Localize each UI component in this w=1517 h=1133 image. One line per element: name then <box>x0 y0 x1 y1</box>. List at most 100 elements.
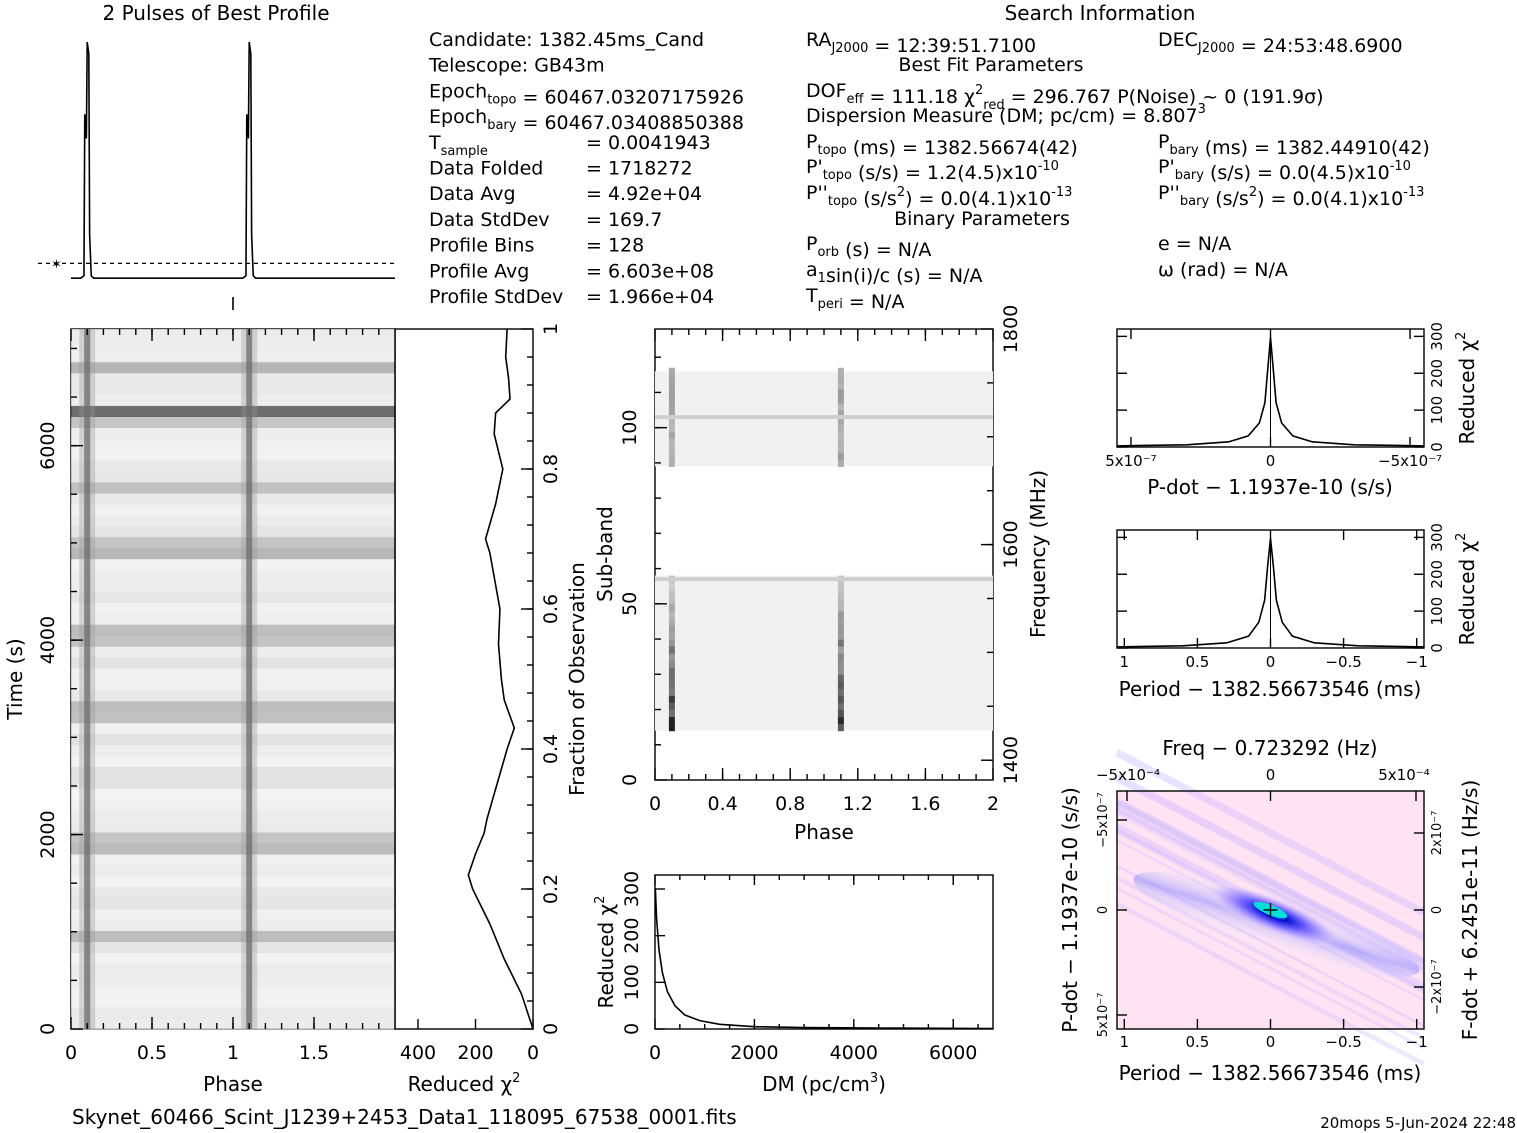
pdot_chi-ytick-label: 0 <box>1428 442 1446 452</box>
subband-y2tick-label: 1600 <box>1000 520 1022 568</box>
subband-pulse-cell <box>837 688 844 696</box>
pdot_chi-ylabel: Reduced χ2 <box>1454 332 1479 445</box>
time-phase-row <box>71 438 395 450</box>
subband-pulse-cell <box>668 410 675 418</box>
pdot_chi-xtick-label: −5x10⁻⁷ <box>1378 452 1442 470</box>
subband-pulse-cell <box>668 639 675 647</box>
subband-pulse-cell <box>668 681 675 689</box>
time-phase-row <box>71 832 395 844</box>
profile-line <box>71 41 395 279</box>
time-phase-row <box>71 996 395 1008</box>
info-left-value: = 128 <box>586 235 644 257</box>
dm-chi-frame <box>654 874 994 1030</box>
time-phase-row <box>71 1007 395 1019</box>
time-phase-row <box>71 854 395 866</box>
time-phase-row <box>71 591 395 603</box>
subband-pulse-cell <box>837 388 844 397</box>
p-pdot-title: Freq − 0.723292 (Hz) <box>1162 736 1377 760</box>
time-phase-ylabel: Time (s) <box>3 638 27 720</box>
dm-chi-xlabel: DM (pc/cm3) <box>762 1071 886 1096</box>
subband-pulse-cell <box>668 674 675 682</box>
period_chi-xtick-label: 1 <box>1120 653 1130 671</box>
subband-pulse-cell <box>837 709 844 718</box>
subband-pulse-cell <box>837 445 844 453</box>
subband-pulse-cell <box>668 723 675 732</box>
time-phase-row <box>71 810 395 822</box>
subband-pulse-cell <box>668 589 675 598</box>
p-pdot-ytick-label: 0 <box>1096 906 1111 914</box>
info-left-value: = 6.603e+08 <box>586 260 714 282</box>
subband-pulse-cell <box>668 417 675 425</box>
p-pdot-ylabel: P-dot − 1.1937e-10 (s/s) <box>1058 787 1082 1033</box>
time-phase-row <box>71 339 395 352</box>
subband-pulse-cell <box>837 596 844 605</box>
subband-xlabel: Phase <box>794 820 854 844</box>
p-pdot-ytick-label: −5x10⁻⁷ <box>1096 792 1111 847</box>
subband-chart: 0 0.4 0.8 1.2 1.6 2 0 50 100 1400 1600 1800 Phase Sub… <box>593 305 1050 844</box>
time-phase-row <box>71 985 395 997</box>
p-pdot-x2tick-label: −5x10⁻⁴ <box>1096 766 1160 784</box>
info-dof: DOFeff = 111.18 χ2red = 296.767 P(Noise)… <box>806 80 1324 113</box>
time-chi-line <box>467 328 534 1030</box>
time-chi-xtick-label: 400 <box>400 1042 436 1064</box>
time-phase-row <box>71 416 395 428</box>
time-phase-row <box>71 569 395 582</box>
dm-chi-line <box>654 888 994 1030</box>
time-chi-ytick-label: 1 <box>540 323 562 335</box>
time-phase-row <box>71 974 395 986</box>
time-phase-row <box>71 361 395 374</box>
p-pdot-streak <box>1116 799 1425 962</box>
time-phase-row <box>71 394 395 407</box>
time-phase-row <box>71 514 395 527</box>
p-pdot-xtick-label: −0.5 <box>1325 1033 1361 1051</box>
profile-title: 2 Pulses of Best Profile <box>103 1 330 25</box>
subband-pulse-cell <box>837 381 844 390</box>
time-phase-row <box>71 558 395 571</box>
time-phase-row <box>71 372 395 385</box>
time-chi-ytick-label: 0.2 <box>540 874 562 904</box>
info-left-row: Data StdDev <box>429 209 550 231</box>
time-phase-row <box>71 405 395 417</box>
subband-pulse-cell <box>668 709 675 718</box>
time-phase-row <box>71 427 395 439</box>
subband-pulse-cell <box>837 582 844 591</box>
subband-pulse-cell <box>837 723 844 732</box>
time-phase-row <box>71 679 395 691</box>
dm-chi-ytick-label: 200 <box>621 918 643 954</box>
period_chi-ytick-label: 200 <box>1428 560 1446 589</box>
subband-pulse-cell <box>668 367 675 376</box>
profile-chart: ✶ <box>38 41 395 310</box>
time-phase-row <box>71 919 395 932</box>
info-omega: ω (rad) = N/A <box>1158 259 1288 281</box>
time-chi-ytick-label: 0.4 <box>540 734 562 764</box>
subband-pulse-cell <box>837 402 844 411</box>
subband-pulse-cell <box>837 367 844 376</box>
info-left-row: Profile Bins <box>429 235 534 257</box>
info-pdbary: P'bary (s/s) = 0.0(4.5)x10-10 <box>1158 156 1411 184</box>
time-phase-row <box>71 766 395 778</box>
subband-pulse-cell <box>837 674 844 682</box>
time-phase-ytick-label: 6000 <box>37 421 59 469</box>
info-left-value: = 169.7 <box>586 209 662 231</box>
pdot_chi-xtick-label: 0 <box>1266 452 1276 470</box>
dm-chi-chart: 0 2000 4000 6000 0 100 200 300 DM (pc/cm3) Reduce… <box>593 871 994 1096</box>
search-info-title: Search Information <box>1005 1 1196 25</box>
subband-pulse-cell <box>837 395 844 404</box>
subband-pulse-cell <box>837 459 844 467</box>
subband-pulse-cell <box>668 374 675 383</box>
subband-ytick-label: 0 <box>619 774 641 786</box>
subband-pulse-cell <box>837 702 844 711</box>
subband-pulse-cell <box>668 646 675 654</box>
period_chi-ylabel: Reduced χ2 <box>1454 533 1479 646</box>
time-phase-ytick-label: 4000 <box>37 616 59 664</box>
time-phase-row <box>71 525 395 538</box>
info-left-value: = 1718272 <box>586 158 693 180</box>
subband-ytick-label: 50 <box>619 592 641 616</box>
subband-pulse-cell <box>668 388 675 397</box>
time-phase-xtick-label: 0 <box>65 1042 77 1064</box>
period_chi-xtick-label: −0.5 <box>1325 653 1361 671</box>
subband-y2label: Frequency (MHz) <box>1026 470 1050 638</box>
info-pdtopo: P'topo (s/s) = 1.2(4.5)x10-10 <box>806 156 1059 184</box>
info-pddtopo: P''topo (s/s2) = 0.0(4.1)x10-13 <box>806 182 1072 210</box>
